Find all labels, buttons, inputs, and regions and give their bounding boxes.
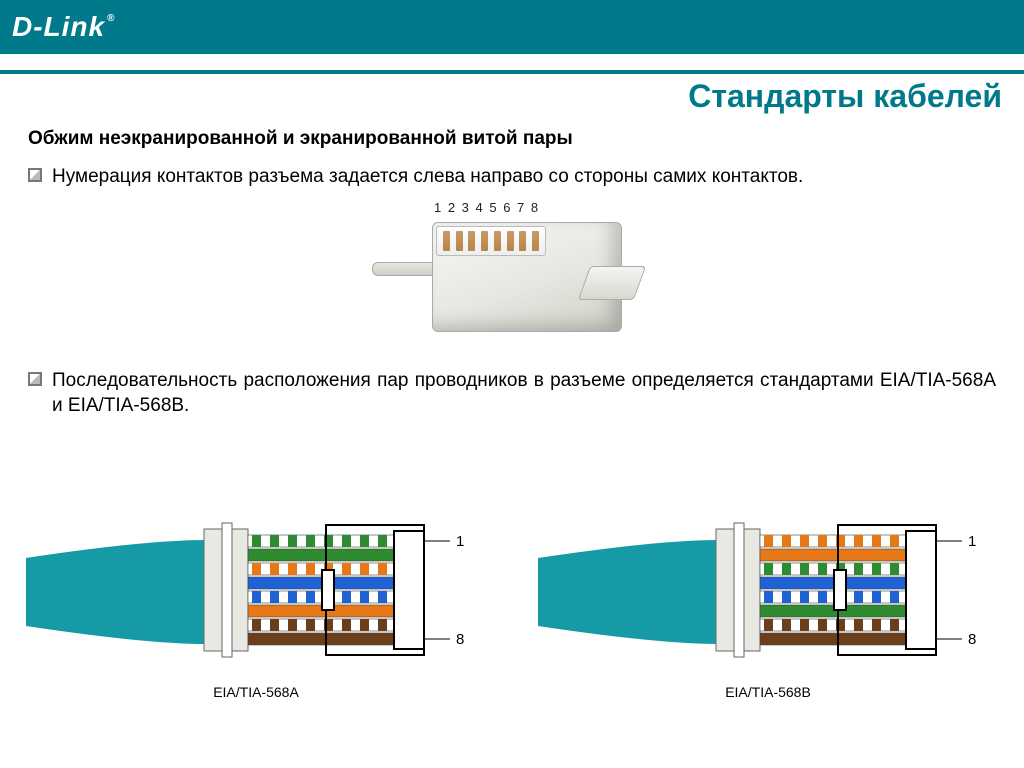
bullet-row: Последовательность расположения пар пров… [28,368,996,419]
svg-text:1: 1 [456,533,464,550]
pin [443,231,450,251]
bullet-icon [28,168,42,182]
pin [468,231,475,251]
section-subtitle: Обжим неэкранированной и экранированной … [28,128,996,150]
brand-logo: D-Link® [12,11,113,43]
pin [532,231,539,251]
wiring-svg: 18 [26,508,486,676]
connector-contacts [436,226,546,256]
brand-text: D-Link [12,11,105,42]
pin [456,231,463,251]
pin-number-labels: 1 2 3 4 5 6 7 8 [434,200,540,215]
bullet-icon [28,372,42,386]
svg-text:1: 1 [968,533,976,550]
connector-figure: 1 2 3 4 5 6 7 8 [362,200,662,350]
diagram-caption: EIA/TIA-568A [213,684,299,700]
pin [519,231,526,251]
diagram-caption: EIA/TIA-568B [725,684,811,700]
wiring-svg: 18 [538,508,998,676]
bullet-text-1: Нумерация контактов разъема задается сле… [52,164,996,190]
pin [507,231,514,251]
brand-tm: ® [107,13,115,24]
pin [494,231,501,251]
wiring-diagram-row: 18EIA/TIA-568A18EIA/TIA-568B [16,508,1008,700]
svg-text:8: 8 [968,631,976,648]
page-title: Стандарты кабелей [688,78,1002,115]
pin [481,231,488,251]
header-bar: D-Link® [0,0,1024,54]
wiring-diagram: 18EIA/TIA-568B [528,508,1008,700]
connector-clip [578,266,646,300]
rj45-connector [432,222,622,332]
content-area: Обжим неэкранированной и экранированной … [28,128,996,429]
svg-text:8: 8 [456,631,464,648]
bullet-row: Нумерация контактов разъема задается сле… [28,164,996,190]
bullet-text-2: Последовательность расположения пар пров… [52,368,996,419]
title-rule [0,70,1024,74]
wiring-diagram: 18EIA/TIA-568A [16,508,496,700]
